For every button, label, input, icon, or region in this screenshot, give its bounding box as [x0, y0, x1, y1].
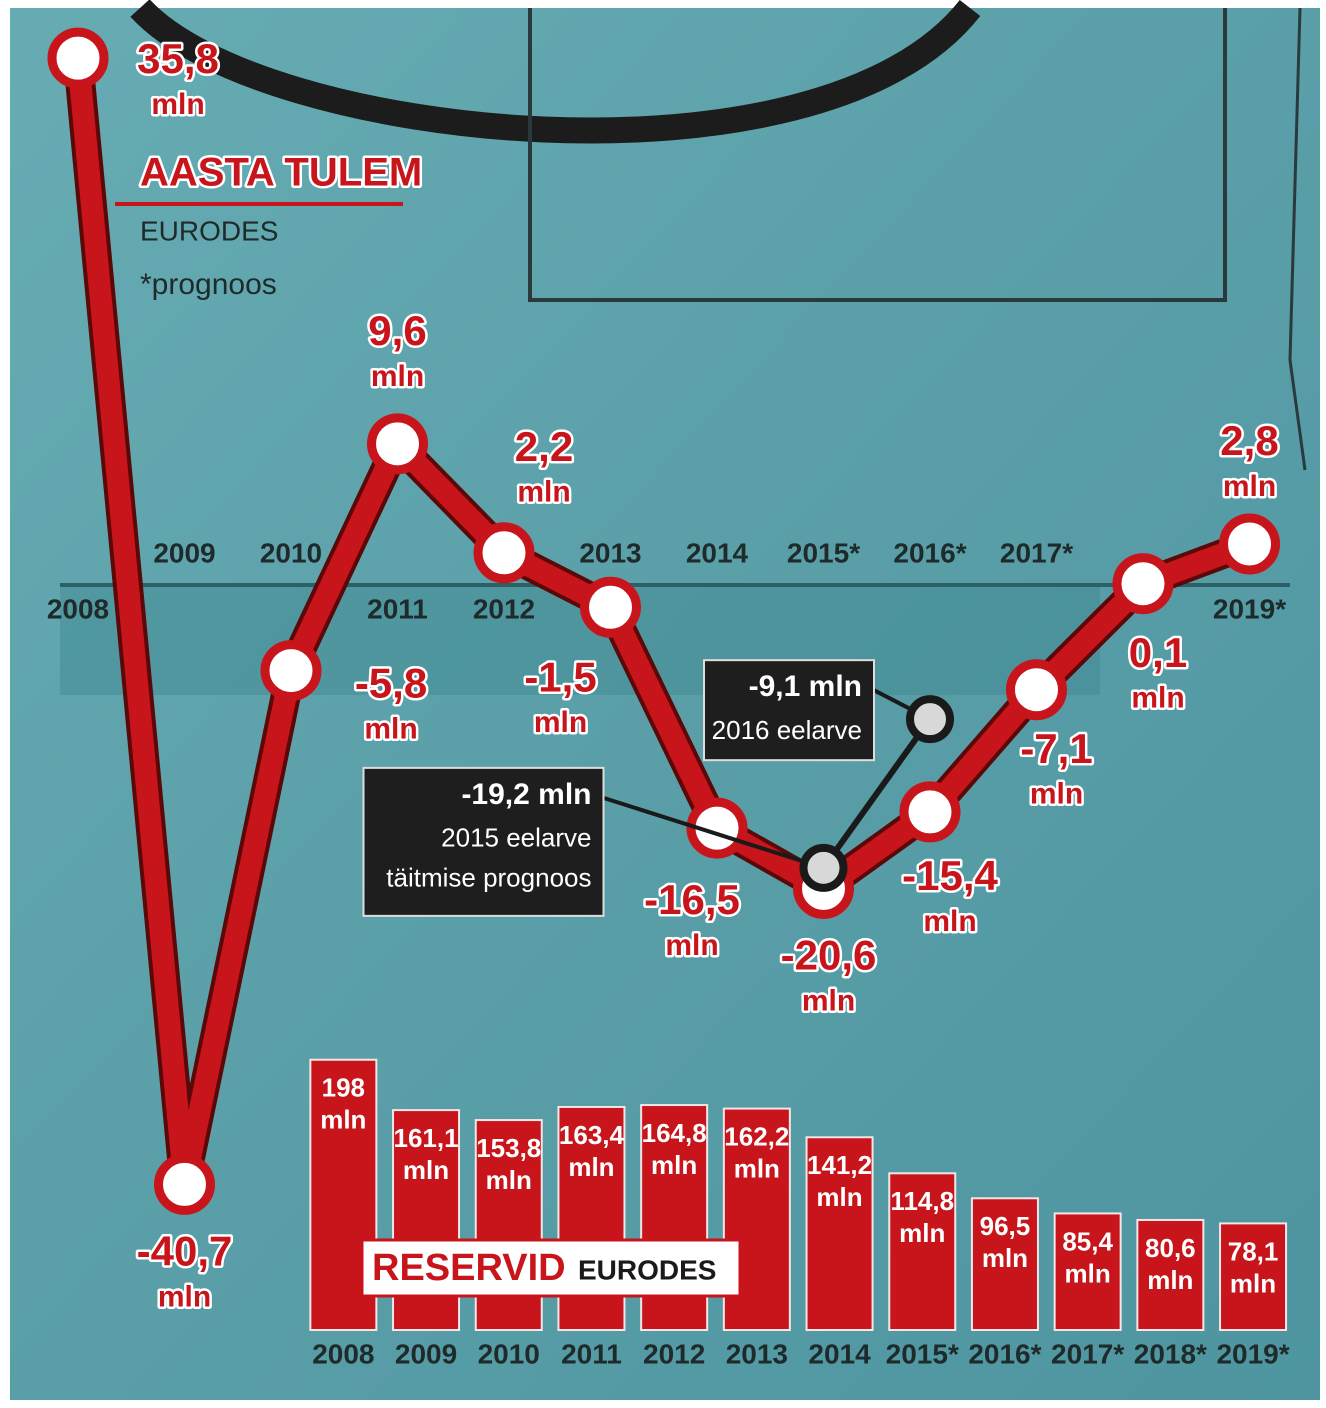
x-tick-label: 2011 [561, 1338, 622, 1369]
point [159, 1158, 211, 1210]
x-tick-label: 2016* [893, 538, 966, 569]
value-label: -20,6 [781, 932, 877, 979]
x-tick-label: 2009 [153, 538, 215, 569]
x-tick-label: 2016* [968, 1338, 1041, 1369]
value-unit: mln [923, 905, 976, 938]
value-label: 198 [322, 1073, 365, 1103]
value-unit: mln [1230, 1268, 1276, 1298]
value-unit: mln [403, 1155, 449, 1185]
x-tick-label: 2019* [1216, 1338, 1289, 1369]
value-unit: mln [665, 929, 718, 962]
point [1117, 558, 1169, 610]
value-unit: mln [1131, 682, 1184, 715]
x-tick-label: 2013 [579, 538, 641, 569]
value-unit: mln [1030, 778, 1083, 811]
value-unit: mln [364, 713, 417, 746]
value-label: 162,2 [724, 1121, 789, 1151]
x-tick-label: 2012 [643, 1338, 705, 1369]
x-tick-label: 2015* [886, 1338, 959, 1369]
value-label: 9,6 [368, 307, 426, 354]
value-label: -5,8 [355, 660, 427, 707]
value-label: 35,8 [137, 35, 219, 82]
x-tick-label: 2008 [312, 1338, 374, 1369]
value-unit: mln [371, 360, 424, 393]
value-label: 0,1 [1129, 629, 1187, 676]
value-unit: mln [534, 706, 587, 739]
value-label: 161,1 [394, 1123, 459, 1153]
point [1011, 664, 1063, 716]
line-title: AASTA TULEM [140, 151, 422, 195]
x-tick-label: 2014 [686, 538, 749, 569]
value-label: 78,1 [1228, 1236, 1279, 1266]
value-unit: mln [802, 984, 855, 1017]
value-unit: mln [320, 1105, 366, 1135]
line-note: *prognoos [140, 268, 277, 301]
x-tick-label: 2011 [367, 594, 428, 625]
value-unit: mln [517, 476, 570, 509]
x-tick-label: 2012 [473, 594, 535, 625]
point [478, 527, 530, 579]
annotation-text: 2016 eelarve [712, 715, 862, 745]
x-tick-label: 2010 [260, 538, 322, 569]
point [910, 699, 950, 739]
bar-title: RESERVID [372, 1247, 566, 1289]
x-tick-label: 2019* [1213, 594, 1286, 625]
point [52, 32, 104, 84]
value-unit: mln [651, 1150, 697, 1180]
point [1224, 518, 1276, 570]
value-unit: mln [486, 1165, 532, 1195]
x-tick-label: 2018* [1134, 1338, 1207, 1369]
x-tick-label: 2013 [726, 1338, 788, 1369]
value-label: -15,4 [902, 852, 998, 899]
value-label: -1,5 [524, 653, 596, 700]
x-tick-label: 2008 [47, 594, 109, 625]
value-label: 2,2 [515, 423, 573, 470]
value-label: 2,8 [1220, 417, 1278, 464]
x-tick-label: 2010 [478, 1338, 540, 1369]
value-label: 163,4 [559, 1120, 625, 1150]
x-tick-label: 2017* [1000, 538, 1073, 569]
value-label: 164,8 [642, 1118, 707, 1148]
x-tick-label: 2015* [787, 538, 860, 569]
value-unit: mln [158, 1280, 211, 1313]
value-unit: mln [1147, 1265, 1193, 1295]
annotation-value: -9,1 mln [749, 670, 862, 703]
value-unit: mln [151, 88, 204, 121]
line-subtitle: EURODES [140, 215, 278, 246]
value-label: 85,4 [1062, 1226, 1113, 1256]
value-label: 96,5 [980, 1211, 1031, 1241]
value-label: 114,8 [890, 1186, 954, 1216]
value-unit: mln [1065, 1258, 1111, 1288]
value-label: -40,7 [137, 1228, 233, 1275]
value-label: 141,2 [807, 1150, 872, 1180]
infographic: AASTA TULEM EURODES *prognoos 2008 2009 20… [0, 0, 1326, 1408]
value-unit: mln [816, 1182, 862, 1212]
point [372, 418, 424, 470]
bar-subtitle: EURODES [578, 1254, 716, 1285]
value-unit: mln [982, 1243, 1028, 1273]
point [804, 848, 844, 888]
value-unit: mln [568, 1152, 614, 1182]
value-unit: mln [899, 1218, 945, 1248]
annotation-text: 2015 eelarve [441, 823, 591, 853]
annotation-text: täitmise prognoos [386, 863, 591, 893]
point [904, 786, 956, 838]
value-unit: mln [1223, 470, 1276, 503]
value-label: -7,1 [1020, 725, 1092, 772]
point [585, 581, 637, 633]
point [265, 645, 317, 697]
value-label: -16,5 [644, 876, 740, 923]
value-label: 80,6 [1145, 1233, 1196, 1263]
x-tick-label: 2009 [395, 1338, 457, 1369]
value-unit: mln [734, 1153, 780, 1183]
value-label: 153,8 [476, 1133, 541, 1163]
x-tick-label: 2017* [1051, 1338, 1124, 1369]
x-tick-label: 2014 [808, 1338, 871, 1369]
annotation-value: -19,2 mln [461, 778, 591, 811]
